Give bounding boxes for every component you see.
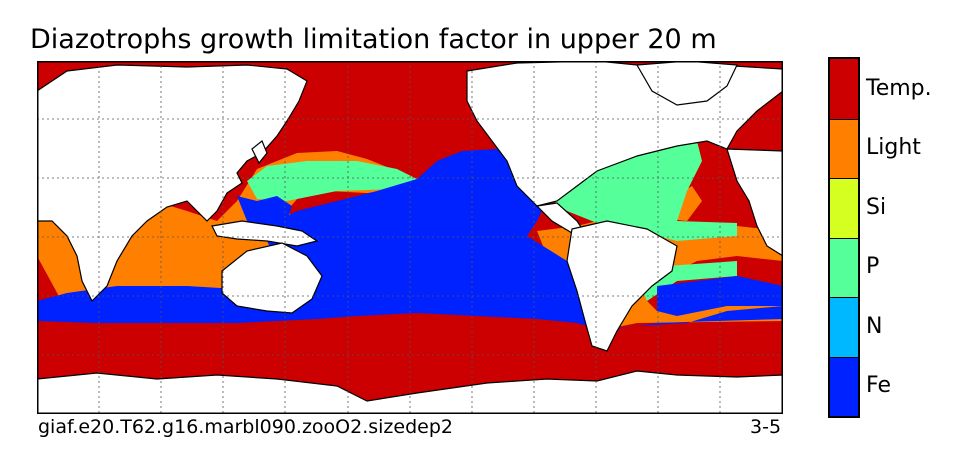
colorbar-label: Light (866, 135, 921, 161)
map-title: Diazotrophs growth limitation factor in … (30, 24, 717, 55)
colorbar-segment-p (830, 237, 858, 298)
map-frame (37, 61, 783, 414)
graticule (37, 61, 783, 414)
global-limitation-map (37, 61, 783, 414)
fe-limited-region (237, 196, 292, 229)
fe-limited-region (37, 149, 783, 331)
colorbar-label: P (866, 254, 880, 280)
colorbar-segment-light (830, 118, 858, 179)
landmass-japan (251, 140, 268, 165)
colorbar-segment-temp (830, 59, 858, 119)
period-caption: 3-5 (750, 416, 782, 438)
colorbar-label: N (866, 313, 883, 339)
colorbar-label: Si (866, 194, 887, 220)
p-limited-region (247, 161, 417, 201)
continents (37, 61, 783, 414)
colorbar-segment-si (830, 178, 858, 239)
landmass-africa (726, 148, 783, 257)
colorbar-segment-fe (830, 356, 858, 416)
run-name-caption: giaf.e20.T62.g16.marbl090.zooO2.sizedep2 (38, 416, 453, 438)
landmass-antarctica (37, 370, 783, 414)
landmass-indonesia (211, 220, 319, 247)
colorbar (828, 57, 860, 418)
landmass-australia (221, 242, 323, 314)
colorbar-label: Fe (866, 373, 891, 399)
colorbar-label: Temp. (866, 75, 932, 101)
colorbar-segment-n (830, 297, 858, 358)
landmass-eurasia (37, 64, 308, 303)
